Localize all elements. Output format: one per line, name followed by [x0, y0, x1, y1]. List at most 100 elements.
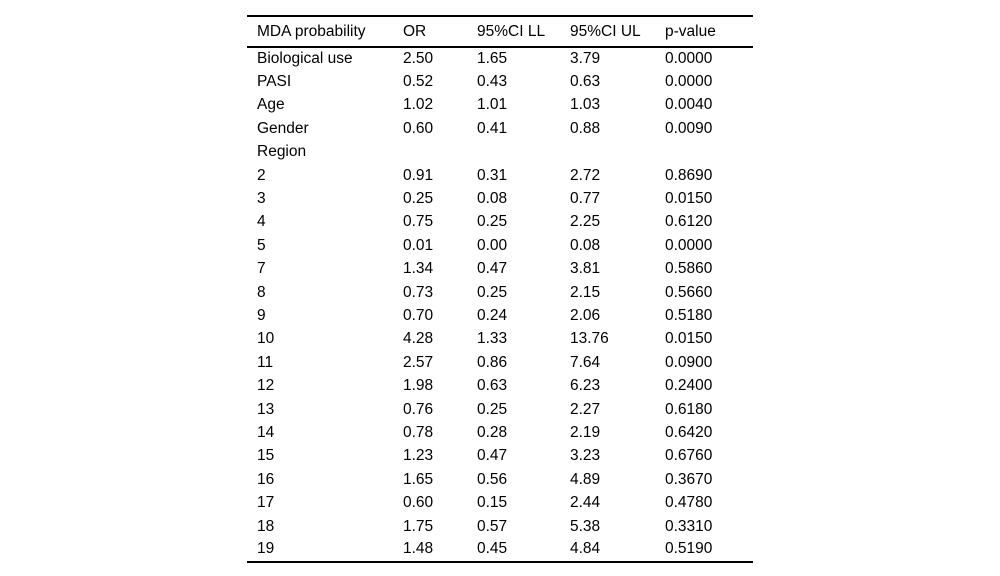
- row-label: 19: [257, 540, 275, 558]
- cell-value: 4.28: [403, 330, 434, 348]
- cell-value: 6.23: [570, 377, 601, 395]
- cell-value: 2.25: [570, 213, 601, 231]
- col-header-or: OR: [403, 22, 427, 40]
- row-label: Region: [257, 143, 307, 161]
- cell-value: 0.70: [403, 306, 434, 324]
- table-row: Gender 0.60 0.41 0.88 0.0090: [247, 117, 753, 140]
- table-row: 11 2.57 0.86 7.64 0.0900: [247, 351, 753, 374]
- row-label: 18: [257, 517, 275, 535]
- cell-value: 0.78: [403, 423, 434, 441]
- cell-value: 0.52: [403, 73, 434, 91]
- cell-value: 2.27: [570, 400, 601, 418]
- cell-value: 0.45: [477, 540, 508, 558]
- cell-value: 0.60: [403, 119, 434, 137]
- cell-value: 0.28: [477, 423, 508, 441]
- cell-value: 0.43: [477, 73, 508, 91]
- cell-value: [403, 141, 477, 164]
- row-label: 11: [257, 353, 274, 371]
- cell-value: 0.47: [477, 447, 508, 465]
- cell-value: 5.38: [570, 517, 601, 535]
- row-label: 9: [257, 306, 266, 324]
- cell-value: 0.2400: [665, 377, 713, 395]
- cell-value: 0.5660: [665, 283, 713, 301]
- cell-value: 4.89: [570, 470, 601, 488]
- table-row: 3 0.25 0.08 0.77 0.0150: [247, 187, 753, 210]
- table-row: 7 1.34 0.47 3.81 0.5860: [247, 258, 753, 281]
- cell-value: 0.63: [477, 377, 508, 395]
- cell-value: 0.25: [403, 190, 434, 208]
- cell-value: 0.24: [477, 306, 508, 324]
- row-label: Biological use: [257, 50, 353, 68]
- table-row: 5 0.01 0.00 0.08 0.0000: [247, 234, 753, 257]
- cell-value: 0.86: [477, 353, 508, 371]
- table-header: MDA probability OR 95%CI LL 95%CI UL p-v…: [247, 16, 753, 47]
- cell-value: 3.79: [570, 50, 601, 68]
- col-header-95ci-ul: 95%CI UL: [570, 22, 641, 40]
- table-row: 14 0.78 0.28 2.19 0.6420: [247, 421, 753, 444]
- row-label: Age: [257, 96, 285, 114]
- cell-value: 0.60: [403, 494, 434, 512]
- table-row: 15 1.23 0.47 3.23 0.6760: [247, 445, 753, 468]
- cell-value: 2.50: [403, 50, 434, 68]
- cell-value: 1.75: [403, 517, 434, 535]
- cell-value: 0.25: [477, 400, 508, 418]
- row-label: 14: [257, 423, 275, 441]
- table-row: 19 1.48 0.45 4.84 0.5190: [247, 538, 753, 561]
- cell-value: 0.6420: [665, 423, 713, 441]
- row-label: 12: [257, 377, 275, 395]
- table-row: Age 1.02 1.01 1.03 0.0040: [247, 94, 753, 117]
- cell-value: 0.76: [403, 400, 434, 418]
- cell-value: 0.25: [477, 213, 508, 231]
- cell-value: 1.48: [403, 540, 434, 558]
- cell-value: 0.5860: [665, 260, 713, 278]
- table-row: 17 0.60 0.15 2.44 0.4780: [247, 491, 753, 514]
- cell-value: 0.75: [403, 213, 434, 231]
- cell-value: 0.00: [477, 236, 508, 254]
- cell-value: 2.15: [570, 283, 601, 301]
- table-row: Biological use 2.50 1.65 3.79 0.0000: [247, 47, 753, 70]
- row-label: 13: [257, 400, 275, 418]
- row-label: 4: [257, 213, 266, 231]
- table-row: 18 1.75 0.57 5.38 0.3310: [247, 515, 753, 538]
- row-label: 16: [257, 470, 275, 488]
- cell-value: 0.31: [477, 166, 508, 184]
- cell-value: 2.06: [570, 306, 601, 324]
- row-label: 17: [257, 494, 275, 512]
- cell-value: 0.5180: [665, 306, 713, 324]
- cell-value: 0.6120: [665, 213, 713, 231]
- cell-value: 1.33: [477, 330, 508, 348]
- cell-value: 0.73: [403, 283, 434, 301]
- cell-value: 0.0000: [665, 236, 713, 254]
- table-row: 13 0.76 0.25 2.27 0.6180: [247, 398, 753, 421]
- cell-value: 0.0040: [665, 96, 713, 114]
- cell-value: [570, 141, 665, 164]
- cell-value: 0.77: [570, 190, 601, 208]
- table-row: 12 1.98 0.63 6.23 0.2400: [247, 374, 753, 397]
- cell-value: [665, 141, 753, 164]
- row-label: Gender: [257, 119, 309, 137]
- col-header-95ci-ll: 95%CI LL: [477, 22, 546, 40]
- cell-value: 0.0900: [665, 353, 713, 371]
- cell-value: 7.64: [570, 353, 601, 371]
- cell-value: 1.34: [403, 260, 434, 278]
- cell-value: 0.5190: [665, 540, 713, 558]
- table-row: 8 0.73 0.25 2.15 0.5660: [247, 281, 753, 304]
- cell-value: 0.3310: [665, 517, 713, 535]
- cell-value: 13.76: [570, 330, 609, 348]
- cell-value: [477, 141, 570, 164]
- cell-value: 2.44: [570, 494, 601, 512]
- table-row: 4 0.75 0.25 2.25 0.6120: [247, 211, 753, 234]
- row-label: 15: [257, 447, 275, 465]
- cell-value: 0.01: [403, 236, 434, 254]
- cell-value: 0.0090: [665, 119, 713, 137]
- cell-value: 3.81: [570, 260, 601, 278]
- cell-value: 0.0150: [665, 330, 713, 348]
- header-row: MDA probability OR 95%CI LL 95%CI UL p-v…: [247, 16, 753, 47]
- cell-value: 0.56: [477, 470, 508, 488]
- cell-value: 1.98: [403, 377, 434, 395]
- cell-value: 0.8690: [665, 166, 713, 184]
- table-row: 2 0.91 0.31 2.72 0.8690: [247, 164, 753, 187]
- cell-value: 1.03: [570, 96, 601, 114]
- row-label: 2: [257, 166, 266, 184]
